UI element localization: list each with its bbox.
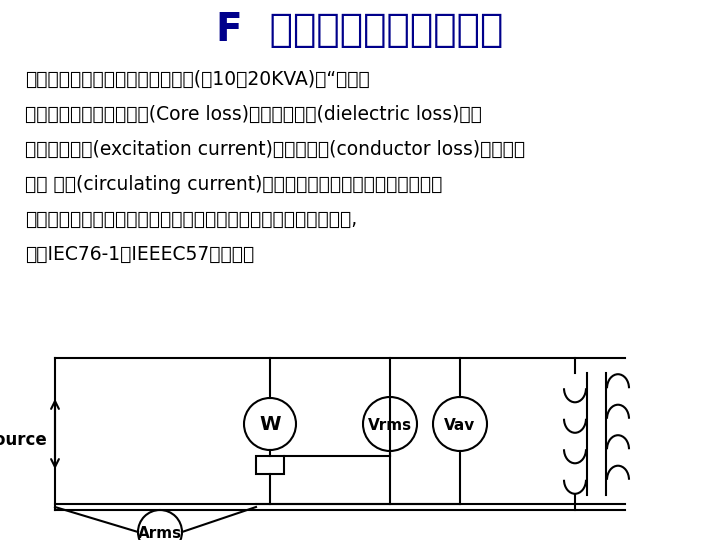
Text: 此模式用于當測量大電力變壓器時(妆10到20KVA)的“無載損: 此模式用于當測量大電力變壓器時(妆10到20KVA)的“無載損 xyxy=(25,70,370,89)
Text: F  ；）　變壓器測試模式: F ；） 變壓器測試模式 xyxy=(216,11,504,49)
Text: Vav: Vav xyxy=(444,417,476,433)
Text: 由於激勵電流(excitation current)的導体損耗(conductor loss)，繞線間: 由於激勵電流(excitation current)的導体損耗(conducto… xyxy=(25,140,525,159)
Text: 回路 電流(circulating current)的導体損耗。其中鐵損耗最為重要，: 回路 電流(circulating current)的導体損耗。其中鐵損耗最為重… xyxy=(25,175,442,194)
Bar xyxy=(256,456,284,474)
Text: 依據IEC76-1和IEEEC57的標準。: 依據IEC76-1和IEEEC57的標準。 xyxy=(25,245,254,264)
Text: Arms: Arms xyxy=(138,525,182,540)
Text: Vrms: Vrms xyxy=(368,417,412,433)
Text: 失。無載損失包括鐵損耗(Core loss)，電介値損耗(dielectric loss)，，: 失。無載損失包括鐵損耗(Core loss)，電介値損耗(dielectric … xyxy=(25,105,482,124)
Text: Source: Source xyxy=(0,431,47,449)
Text: 受輸入電壓的大小，頻率，波形，和溫度的影響。變壓器測試方法,: 受輸入電壓的大小，頻率，波形，和溫度的影響。變壓器測試方法, xyxy=(25,210,357,229)
Text: W: W xyxy=(259,415,281,435)
